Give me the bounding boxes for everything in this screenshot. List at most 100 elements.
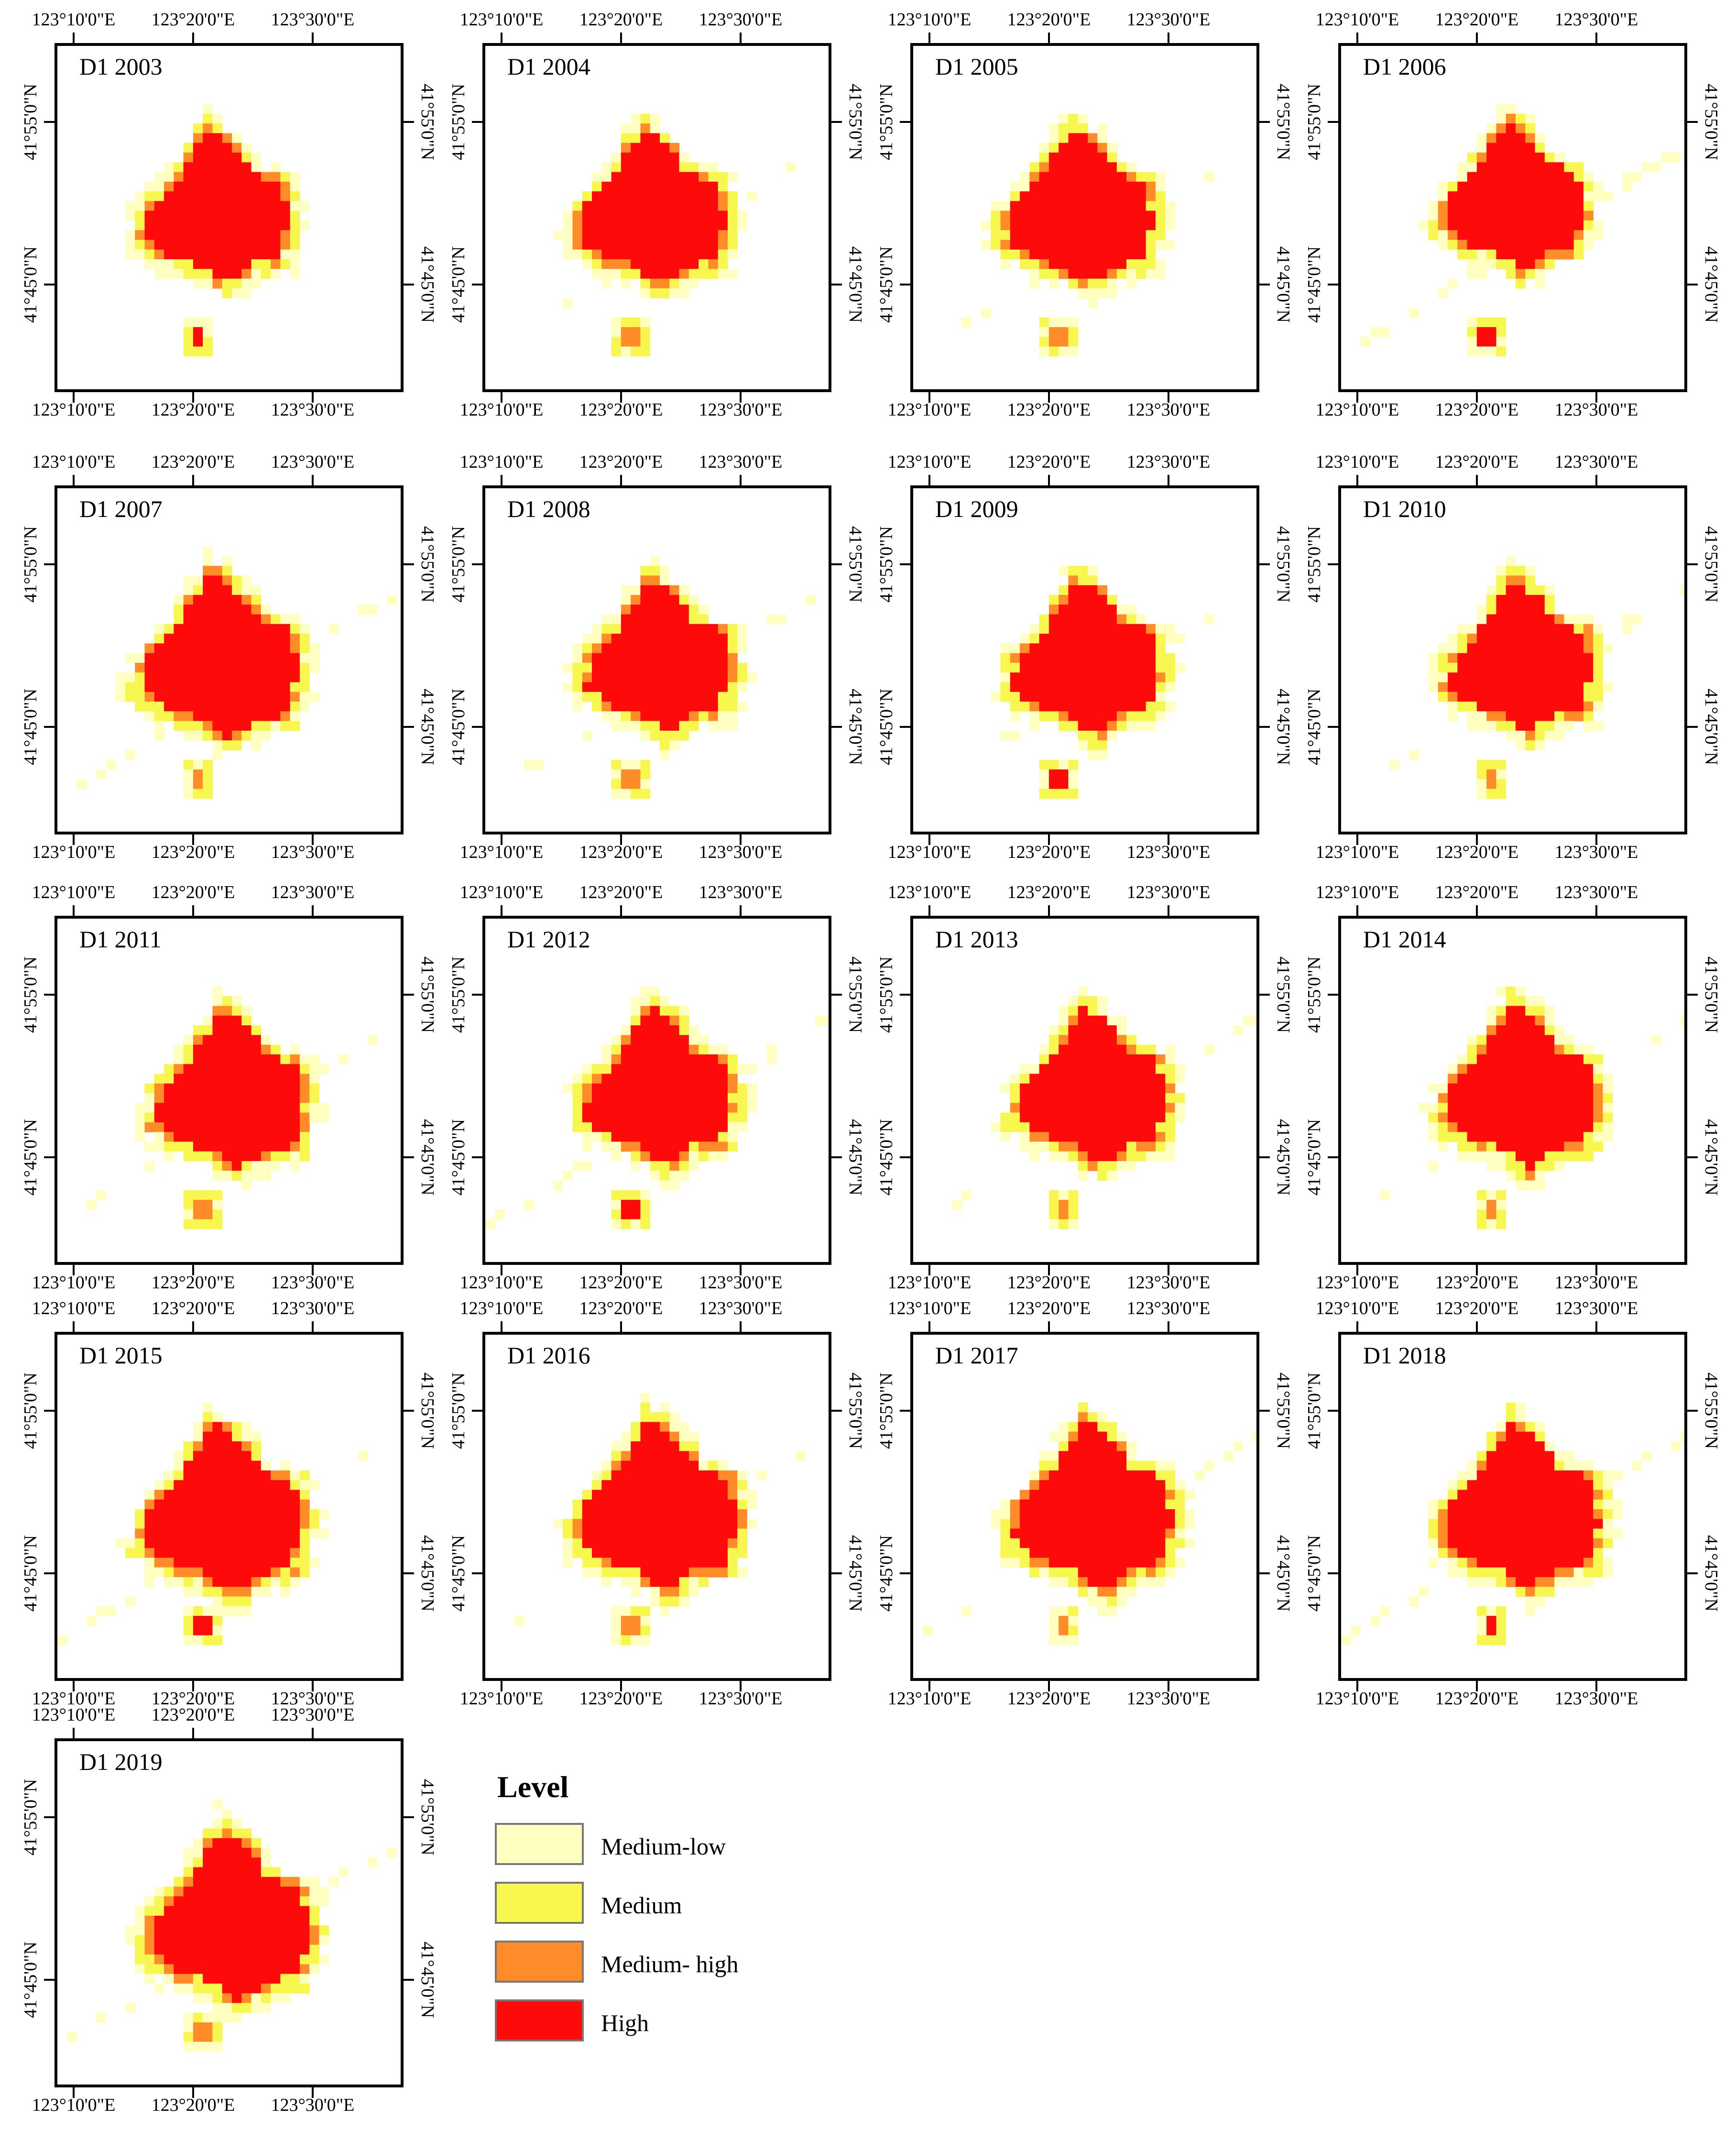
raster-cell <box>251 682 262 692</box>
raster-cell <box>1516 730 1526 741</box>
raster-cell <box>718 1151 728 1162</box>
raster-cell <box>640 1064 651 1075</box>
raster-cell <box>280 191 291 202</box>
raster-cell <box>1029 1151 1040 1162</box>
raster-cell <box>1020 1141 1030 1152</box>
raster-cell <box>241 1935 252 1945</box>
raster-cell <box>1467 230 1477 241</box>
raster-cell <box>737 634 748 644</box>
tick-mark <box>1168 475 1169 485</box>
raster-cell <box>1059 1625 1069 1636</box>
raster-cell <box>660 1528 670 1539</box>
raster-cell <box>1496 566 1507 576</box>
raster-cell <box>1573 1112 1584 1123</box>
raster-cell <box>1155 1528 1166 1539</box>
raster-cell <box>1155 1480 1166 1491</box>
raster-cell <box>1146 1141 1156 1152</box>
raster-cell <box>261 1906 271 1916</box>
raster-cell <box>1573 220 1584 230</box>
panel-title: D1 2005 <box>935 53 1018 80</box>
raster-cell <box>1525 730 1536 741</box>
raster-cell <box>1583 201 1594 211</box>
raster-cell <box>747 1093 757 1103</box>
raster-cell <box>631 711 641 722</box>
raster-cell <box>1088 1490 1098 1500</box>
raster-cell <box>650 191 660 202</box>
raster-cell <box>203 1954 213 1964</box>
raster-cell <box>271 1548 281 1558</box>
raster-cell <box>1010 220 1020 230</box>
raster-cell <box>280 1993 291 2004</box>
raster-cell <box>1059 1132 1069 1142</box>
raster-cell <box>232 1877 242 1887</box>
raster-cell <box>1496 1490 1507 1500</box>
raster-cell <box>1059 1112 1069 1123</box>
raster-cell <box>679 1006 689 1016</box>
raster-cell <box>1573 682 1584 692</box>
raster-cell <box>241 172 252 182</box>
raster-cell <box>1486 191 1497 202</box>
raster-cell <box>1068 230 1079 241</box>
raster-cell <box>981 240 991 250</box>
tick-mark <box>44 1410 55 1412</box>
raster-cell <box>1020 691 1030 702</box>
raster-cell <box>241 1083 252 1094</box>
raster-cell <box>222 996 232 1007</box>
raster-cell <box>1428 1519 1439 1529</box>
raster-cell <box>621 191 631 202</box>
raster-cell <box>1000 249 1011 260</box>
raster-cell <box>1564 1577 1574 1587</box>
raster-cell <box>232 1044 242 1055</box>
raster-cell <box>1554 624 1564 634</box>
raster-cell <box>251 604 262 615</box>
raster-cell <box>1525 240 1536 250</box>
raster-cell <box>669 1180 680 1191</box>
raster-cell <box>1506 730 1516 741</box>
raster-cell <box>640 1112 651 1123</box>
raster-cell <box>1048 1460 1059 1471</box>
map-frame: D1 2003 <box>55 43 404 392</box>
raster-cell <box>1554 1035 1564 1045</box>
raster-cell <box>212 986 223 997</box>
lat-tick-label: 41°45'0"N <box>448 1119 469 1196</box>
raster-cell <box>232 1431 242 1442</box>
raster-cell <box>660 643 670 654</box>
raster-cell <box>1136 1490 1146 1500</box>
raster-cell <box>1116 634 1127 644</box>
raster-cell <box>222 1906 232 1916</box>
raster-cell <box>1457 220 1468 230</box>
raster-cell <box>232 604 242 615</box>
raster-cell <box>1059 181 1069 192</box>
raster-cell <box>1126 1509 1136 1519</box>
tick-mark <box>928 1265 930 1275</box>
raster-cell <box>1088 1074 1098 1084</box>
raster-cell <box>1078 113 1088 124</box>
raster-cell <box>1583 1141 1594 1152</box>
raster-cell <box>766 614 776 625</box>
raster-cell <box>1525 1460 1536 1471</box>
raster-cell <box>290 249 300 260</box>
raster-cell <box>592 269 602 279</box>
raster-cell <box>631 269 641 279</box>
raster-cell <box>660 259 670 269</box>
heatmap-raster <box>1360 104 1681 357</box>
raster-cell <box>1136 672 1146 683</box>
raster-cell <box>582 1112 592 1123</box>
raster-cell <box>241 1925 252 1936</box>
raster-cell <box>183 1964 194 1975</box>
raster-cell <box>1457 691 1468 702</box>
raster-cell <box>718 191 728 202</box>
raster-cell <box>222 1490 232 1500</box>
raster-cell <box>261 1935 271 1945</box>
raster-cell <box>1146 1480 1156 1491</box>
raster-cell <box>1476 1460 1487 1471</box>
tick-mark <box>928 475 930 485</box>
raster-cell <box>183 1528 194 1539</box>
raster-cell <box>1136 1093 1146 1103</box>
raster-cell <box>174 1470 184 1481</box>
raster-cell <box>174 702 184 712</box>
raster-cell <box>1039 702 1049 712</box>
lat-tick-label: 41°45'0"N <box>876 1119 896 1196</box>
raster-cell <box>174 682 184 692</box>
raster-cell <box>174 1925 184 1936</box>
